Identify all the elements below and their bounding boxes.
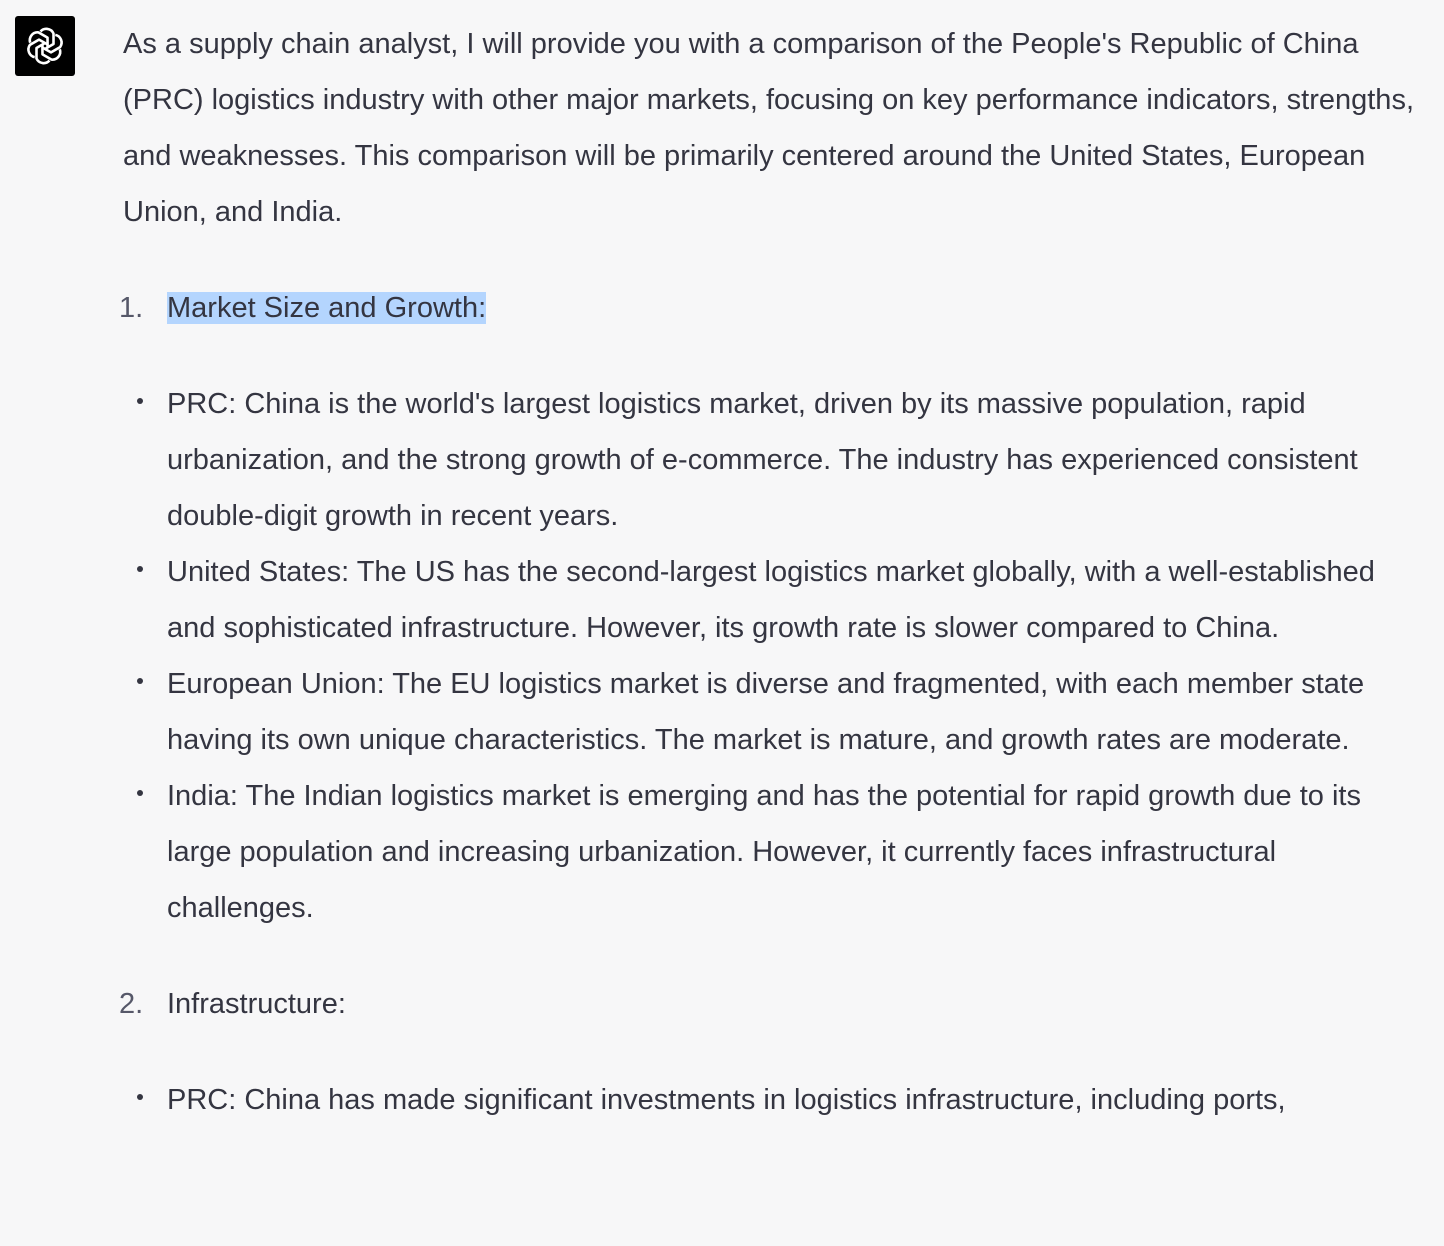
- assistant-avatar: [15, 16, 75, 76]
- bullet-text: United States: The US has the second-lar…: [167, 556, 1375, 644]
- section-heading: Market Size and Growth:: [123, 280, 1433, 336]
- section-heading-text: Infrastructure:: [167, 988, 346, 1020]
- bullet-list: PRC: China has made significant investme…: [123, 1072, 1433, 1128]
- list-item: United States: The US has the second-lar…: [137, 544, 1433, 656]
- bullet-dot-icon: [137, 678, 143, 684]
- message-intro: As a supply chain analyst, I will provid…: [123, 28, 1414, 228]
- bullet-text: European Union: The EU logistics market …: [167, 668, 1365, 756]
- bullet-list: PRC: China is the world's largest logist…: [123, 376, 1433, 936]
- list-item: PRC: China is the world's largest logist…: [137, 376, 1433, 544]
- list-item: PRC: China has made significant investme…: [137, 1072, 1433, 1128]
- bullet-dot-icon: [137, 398, 143, 404]
- bullet-text: PRC: China has made significant investme…: [167, 1084, 1286, 1116]
- openai-logo-icon: [27, 27, 63, 65]
- list-section-infrastructure: 2. Infrastructure: PRC: China has made s…: [119, 976, 1433, 1128]
- bullet-dot-icon: [137, 566, 143, 572]
- list-item: India: The Indian logistics market is em…: [137, 768, 1433, 936]
- selected-text-highlight: Market Size and Growth:: [167, 292, 487, 324]
- bullet-text: PRC: China is the world's largest logist…: [167, 388, 1358, 532]
- list-number: 2.: [119, 988, 144, 1020]
- section-heading: Infrastructure:: [123, 976, 1433, 1032]
- assistant-message: As a supply chain analyst, I will provid…: [119, 16, 1433, 1128]
- list-section-market-size: 1. Market Size and Growth: PRC: China is…: [119, 280, 1433, 936]
- bullet-dot-icon: [137, 790, 143, 796]
- bullet-dot-icon: [137, 1094, 143, 1100]
- list-number: 1.: [119, 292, 144, 324]
- bullet-text: India: The Indian logistics market is em…: [167, 780, 1361, 924]
- list-item: European Union: The EU logistics market …: [137, 656, 1433, 768]
